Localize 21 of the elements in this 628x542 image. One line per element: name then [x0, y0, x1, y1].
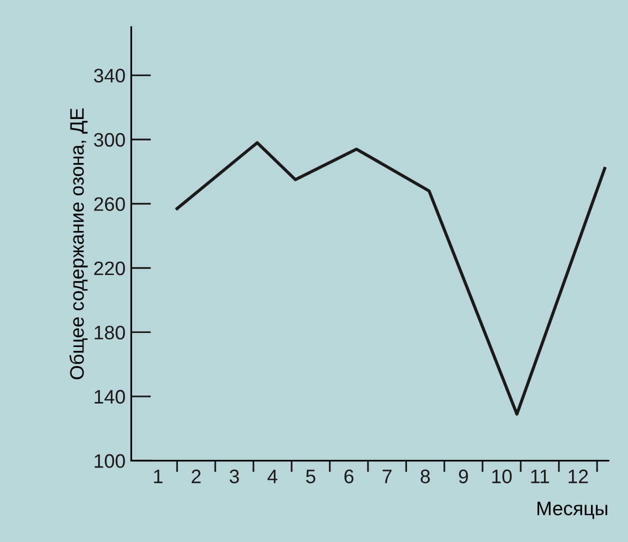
x-tick-label: 11 [531, 470, 549, 484]
y-tick-label: 220 [94, 261, 125, 276]
y-tick-label: 100 [94, 454, 125, 468]
x-tick-label: 7 [382, 470, 392, 484]
x-tick-label: 6 [344, 470, 354, 484]
x-tick-label: 2 [192, 470, 201, 484]
y-tick-label: 260 [94, 197, 125, 211]
x-tick-label: 8 [420, 470, 430, 484]
y-tick-label: 180 [94, 326, 125, 340]
x-tick-label: 9 [458, 470, 468, 484]
x-tick-label: 12 [568, 470, 588, 484]
x-tick-label: 4 [268, 470, 278, 484]
x-tick-label: 3 [230, 470, 239, 484]
x-axis-title: Месяцы [538, 502, 608, 520]
x-tick-label: 1 [154, 470, 162, 484]
y-axis-title: Общее содержание озона, ДЕ [69, 108, 88, 380]
y-tick-label: 300 [94, 132, 125, 147]
y-tick-label: 140 [94, 390, 125, 404]
y-tick-label: 340 [94, 68, 125, 83]
x-tick-label: 5 [306, 470, 316, 484]
x-tick-label: 10 [492, 470, 512, 484]
